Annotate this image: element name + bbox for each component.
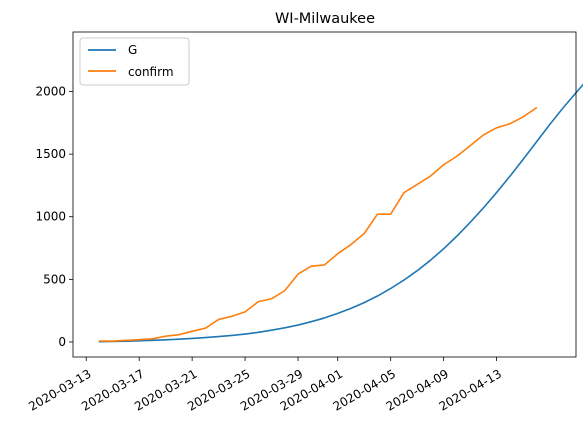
- y-axis: 0 500 1000 1500 2000: [35, 84, 73, 349]
- y-tick-label: 1500: [35, 147, 66, 161]
- legend-label-g: G: [128, 43, 137, 57]
- legend: G confirm: [79, 37, 190, 86]
- legend-label-confirm: confirm: [128, 65, 174, 79]
- y-tick-label: 0: [58, 335, 66, 349]
- y-tick-label: 2000: [35, 84, 66, 98]
- y-tick-label: 1000: [35, 210, 66, 224]
- y-tick-label: 500: [43, 272, 66, 286]
- series-line-g: [98, 83, 583, 343]
- plot-area-frame: [72, 31, 577, 358]
- series-line-confirm: [98, 107, 538, 342]
- series-layer: [98, 83, 583, 343]
- chart-title: WI-Milwaukee: [275, 11, 375, 27]
